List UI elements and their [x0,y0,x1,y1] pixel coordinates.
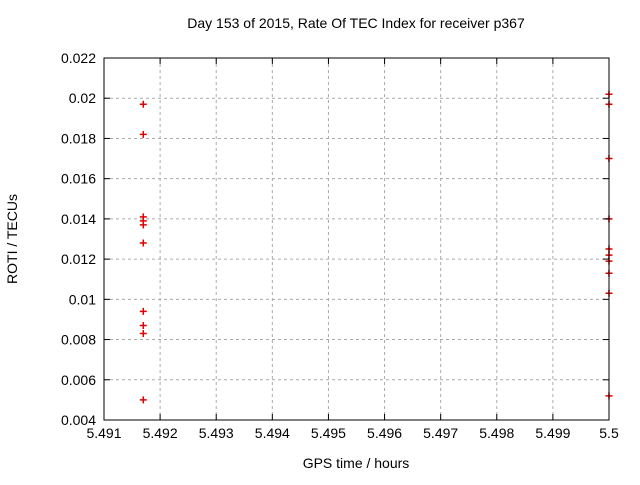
x-tick-label: 5.492 [143,425,178,441]
y-tick-labels: 0.004 0.006 0.008 0.01 0.012 0.014 0.016 0.018 0… [61,50,96,428]
data-point-marker [139,130,147,138]
x-tick-label: 5.499 [535,425,570,441]
y-tick-label: 0.02 [69,90,96,106]
data-point-marker [139,307,147,315]
axis-ticks [103,57,610,421]
plot-border [103,57,610,421]
x-tick-label: 5.496 [367,425,402,441]
y-tick-label: 0.016 [61,171,96,187]
chart-title: Day 153 of 2015, Rate Of TEC Index for r… [187,15,525,31]
data-point-marker [139,321,147,329]
y-tick-label: 0.014 [61,211,96,227]
x-tick-labels: 5.491 5.492 5.493 5.494 5.495 5.496 5.497 5.498… [86,425,618,441]
y-tick-label: 0.022 [61,50,96,66]
y-tick-label: 0.012 [61,251,96,267]
x-tick-label: 5.497 [423,425,458,441]
x-tick-label: 5.498 [479,425,514,441]
data-point-marker [139,396,147,404]
y-tick-label: 0.006 [61,372,96,388]
x-tick-label: 5.493 [199,425,234,441]
x-tick-label: 5.494 [255,425,290,441]
data-point-marker [139,100,147,108]
grid [104,58,609,420]
y-tick-label: 0.018 [61,130,96,146]
data-point-marker [139,239,147,247]
x-tick-label: 5.491 [86,425,121,441]
x-tick-label: 5.495 [311,425,346,441]
y-axis-label: ROTI / TECUs [4,194,20,284]
y-tick-label: 0.01 [69,291,96,307]
y-tick-label: 0.008 [61,332,96,348]
y-tick-label: 0.004 [61,412,96,428]
x-axis-label: GPS time / hours [303,455,410,471]
x-tick-label: 5.5 [599,425,619,441]
data-point-marker [139,330,147,338]
data-point-marker [139,221,147,229]
